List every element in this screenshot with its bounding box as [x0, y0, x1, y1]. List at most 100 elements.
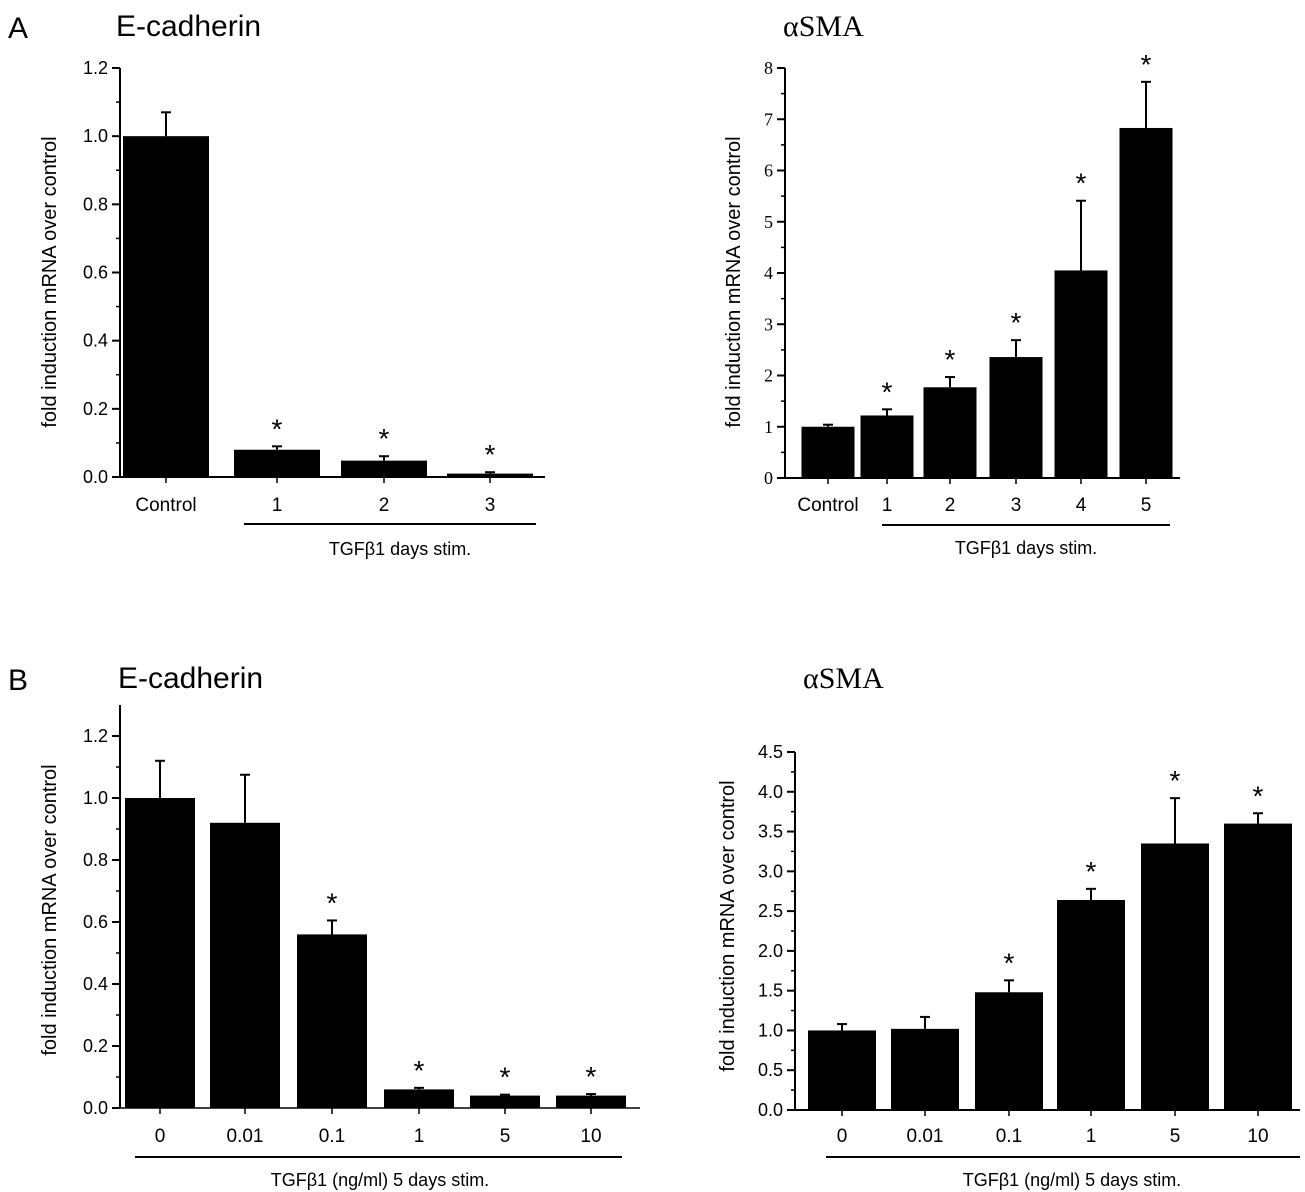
y-tick-label: 0.4	[83, 331, 108, 351]
x-tick-label: 10	[580, 1126, 601, 1147]
y-tick-label: 0.2	[83, 1036, 108, 1056]
x-tick-label: 1	[414, 1126, 425, 1147]
y-tick-label: 2.0	[758, 941, 783, 961]
y-tick-label: 0.0	[758, 1100, 783, 1120]
bar	[860, 415, 914, 478]
panel-label-b: B	[8, 664, 28, 697]
chart-a-ecadherin: E-cadherin fold induction mRNA over contr…	[39, 10, 545, 559]
y-tick-label: 6	[764, 161, 773, 181]
x-tick-label: 1	[272, 495, 283, 516]
significance-marker: *	[1253, 780, 1264, 811]
significance-marker: *	[272, 413, 283, 444]
x-tick-label: 5	[1141, 495, 1152, 516]
y-tick-label: 0.2	[83, 399, 108, 419]
x-tick-label: 0.1	[319, 1126, 345, 1147]
bar	[1141, 843, 1209, 1110]
bar	[341, 460, 427, 477]
y-tick-label: 1.2	[83, 726, 108, 746]
y-tick-label: 4.0	[758, 782, 783, 802]
significance-marker: *	[414, 1055, 425, 1086]
y-axis-label: fold induction mRNA over control	[717, 780, 739, 1071]
x-tick-label: 2	[945, 495, 956, 516]
x-tick-label: 0.01	[227, 1126, 264, 1147]
significance-marker: *	[1170, 765, 1181, 796]
y-tick-label: 3.0	[758, 861, 783, 881]
x-tick-label: 5	[500, 1126, 511, 1147]
bar	[297, 934, 367, 1108]
x-tick-label: 10	[1247, 1126, 1268, 1147]
x-tick-label: 3	[485, 495, 496, 516]
x-tick-label: Control	[797, 495, 858, 516]
significance-marker: *	[379, 423, 390, 454]
y-tick-label: 0.6	[83, 263, 108, 283]
y-tick-label: 0.4	[83, 974, 108, 994]
bar	[891, 1028, 959, 1110]
y-axis-label: fold induction mRNA over control	[39, 764, 61, 1055]
chart-title: E-cadherin	[116, 10, 261, 43]
significance-marker: *	[1004, 947, 1015, 978]
significance-marker: *	[500, 1062, 511, 1093]
y-tick-label: 1.0	[83, 126, 108, 146]
bar	[234, 449, 320, 477]
y-tick-label: 8	[764, 58, 773, 78]
bar	[210, 822, 280, 1108]
significance-marker: *	[586, 1061, 597, 1092]
y-tick-label: 1.0	[758, 1020, 783, 1040]
y-tick-label: 4.5	[758, 742, 783, 762]
y-tick-label: 0	[764, 468, 773, 488]
bar	[470, 1095, 540, 1108]
x-tick-label: 1	[1086, 1126, 1097, 1147]
bar	[1224, 823, 1292, 1110]
y-tick-label: 0.0	[83, 467, 108, 487]
x-tick-label: 2	[379, 495, 390, 516]
y-tick-label: 2.5	[758, 901, 783, 921]
bar	[1054, 270, 1108, 478]
x-axis-label: TGFβ1 (ng/ml) 5 days stim.	[271, 1170, 489, 1190]
x-axis-label: TGFβ1 days stim.	[955, 538, 1097, 558]
x-tick-label: 0.1	[996, 1126, 1022, 1147]
y-tick-label: 0.6	[83, 912, 108, 932]
x-tick-label: 0	[837, 1126, 848, 1147]
y-tick-label: 7	[764, 109, 773, 129]
y-tick-label: 2	[764, 366, 773, 386]
significance-marker: *	[327, 887, 338, 918]
x-axis-label: TGFβ1 days stim.	[329, 539, 471, 559]
bar	[989, 357, 1043, 478]
chart-title: αSMA	[783, 10, 864, 43]
y-tick-label: 0.8	[83, 850, 108, 870]
significance-marker: *	[1011, 307, 1022, 338]
chart-title: E-cadherin	[118, 662, 263, 695]
chart-title: αSMA	[803, 662, 884, 695]
y-axis-label: fold induction mRNA over control	[723, 136, 745, 427]
significance-marker: *	[945, 344, 956, 375]
x-tick-label: 3	[1011, 495, 1022, 516]
y-tick-label: 5	[764, 212, 773, 232]
chart-a-asma: αSMA fold induction mRNA over control 0 1 2 3…	[723, 10, 1180, 558]
significance-marker: *	[882, 376, 893, 407]
bar	[125, 798, 195, 1108]
y-tick-label: 1.0	[83, 788, 108, 808]
bar	[975, 992, 1043, 1110]
chart-b-asma: αSMA fold induction mRNA over control 0.0 0…	[717, 662, 1300, 1190]
y-tick-label: 3.5	[758, 822, 783, 842]
bar	[123, 136, 209, 477]
x-tick-label: 0	[155, 1126, 166, 1147]
panel-label-a: A	[8, 12, 28, 45]
bar	[1119, 127, 1173, 479]
y-tick-label: 1.5	[758, 981, 783, 1001]
x-tick-label: 4	[1076, 495, 1087, 516]
bar	[923, 387, 977, 478]
y-tick-label: 1.2	[83, 58, 108, 78]
significance-marker: *	[485, 439, 496, 470]
bar	[1057, 899, 1125, 1110]
y-tick-label: 1	[764, 417, 773, 437]
bar	[556, 1095, 626, 1108]
significance-marker: *	[1086, 856, 1097, 887]
significance-marker: *	[1141, 49, 1152, 80]
x-tick-label: Control	[135, 495, 196, 516]
y-axis-label: fold induction mRNA over control	[39, 136, 61, 427]
bar	[447, 473, 533, 477]
y-tick-label: 0.8	[83, 194, 108, 214]
y-tick-label: 0.0	[83, 1098, 108, 1118]
